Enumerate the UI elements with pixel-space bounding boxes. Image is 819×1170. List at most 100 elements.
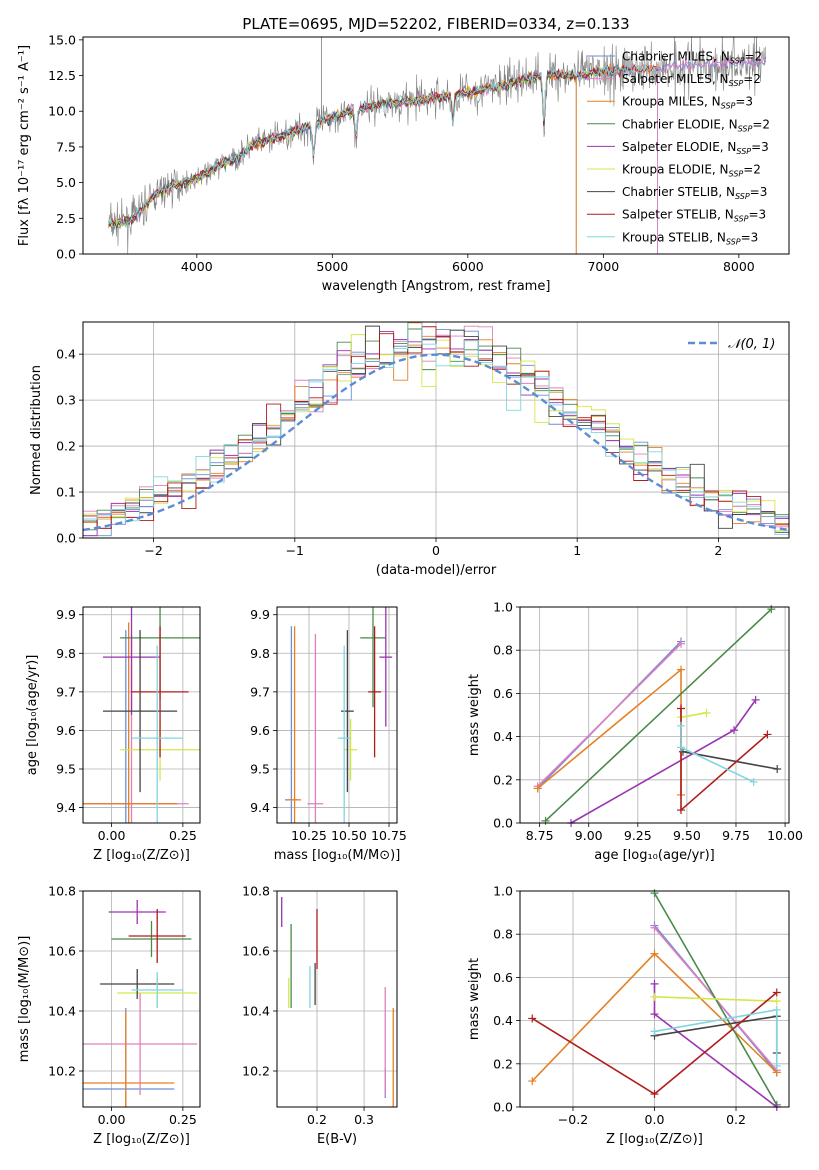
y-axis-label: Flux [fλ 10⁻¹⁷ erg cm⁻² s⁻¹ A⁻¹]: [17, 45, 32, 246]
massweight-point-marker: [650, 949, 659, 958]
legend-entry: Chabrier ELODIE, NSSP=2: [622, 117, 770, 133]
legend-value: =2: [744, 50, 762, 64]
x-tick-label: −1: [286, 543, 304, 558]
residual-histogram-step: [83, 326, 789, 529]
x-axis-label: mass [log₁₀(M/M⊙)]: [274, 848, 401, 863]
x-tick-label: 1: [573, 543, 581, 558]
x-tick-label: −0.2: [558, 1112, 588, 1127]
histogram-steps: [83, 322, 789, 537]
y-tick-label: 10.8: [242, 884, 270, 899]
y-tick-label: 0.4: [493, 1013, 513, 1028]
legend-label: Kroupa MILES, N: [622, 95, 721, 109]
massweight-point-marker: [650, 1010, 659, 1019]
legend-value: =2: [743, 163, 761, 177]
legend-entry: Chabrier MILES, NSSP=2: [622, 50, 762, 66]
y-tick-label: 10.6: [48, 944, 76, 959]
y-tick-label: 9.8: [56, 646, 76, 661]
y-tick-label: 0.0: [493, 816, 513, 831]
legend-subscript: SSP: [738, 124, 753, 133]
massweight-series-line: [537, 643, 682, 787]
y-tick-label: 9.6: [250, 723, 270, 738]
x-axis-label: wavelength [Angstrom, rest frame]: [322, 279, 551, 294]
legend-value: =2: [752, 117, 770, 131]
legend-subscript: SSP: [721, 102, 736, 111]
y-tick-label: 10.6: [242, 944, 270, 959]
legend-label: Chabrier STELIB, N: [622, 185, 735, 199]
massweight-point-marker: [541, 816, 550, 825]
spectrum-lines: [108, 37, 767, 254]
legend-label: Chabrier ELODIE, N: [622, 117, 738, 131]
massweight-point-marker: [650, 889, 659, 898]
x-axis-label: Z [log₁₀(Z/Z⊙)]: [93, 1132, 190, 1147]
massweight-point-marker: [772, 997, 781, 1006]
massweight-point-marker: [650, 992, 659, 1001]
axes-frame: [519, 606, 790, 824]
y-tick-label: 10.2: [242, 1064, 270, 1079]
y-tick-label: 9.8: [250, 646, 270, 661]
y-tick-label: 10.0: [48, 104, 76, 119]
legend-entry: Kroupa ELODIE, NSSP=2: [622, 163, 761, 179]
errorbar-markers: [281, 897, 394, 1107]
legend-entry: Kroupa STELIB, NSSP=3: [622, 230, 758, 246]
y-tick-label: 0.0: [56, 531, 76, 546]
y-tick-label: 10.2: [48, 1064, 76, 1079]
x-tick-label: 9.50: [673, 828, 701, 843]
y-tick-label: 10.8: [48, 884, 76, 899]
y-tick-label: 0.6: [493, 686, 513, 701]
massweight-point-marker: [528, 1014, 537, 1023]
y-tick-label: 9.7: [250, 684, 270, 699]
legend-label: Kroupa STELIB, N: [622, 230, 726, 244]
y-tick-label: 0.2: [56, 439, 76, 454]
x-tick-label: 0.2: [726, 1112, 746, 1127]
legend-value: =3: [735, 95, 753, 109]
errorbar-markers: [285, 607, 393, 823]
massweight-point-marker: [533, 784, 542, 793]
massweight-point-marker: [677, 639, 686, 648]
y-tick-label: 9.7: [56, 684, 76, 699]
age-vs-metallicity-panel: 0.00 0.25 9.4 9.5 9.6 9.7 9.8 9.9 Z [log₁₀(Z/Z⊙)…: [25, 606, 201, 863]
legend-subscript: SSP: [734, 215, 749, 224]
x-tick-label: 0.3: [354, 1112, 374, 1127]
x-axis-label: age [log₁₀(age/yr)]: [594, 848, 715, 863]
y-tick-label: 7.5: [56, 139, 76, 154]
mass-vs-ebv-panel: 0.2 0.3 10.2 10.4 10.6 10.8 E(B-V): [242, 884, 398, 1147]
legend-label: Salpeter ELODIE, N: [622, 140, 736, 154]
residuals-panel: −2 −1 0 1 2 0.0 0.1 0.2 0.3 0.4 (data-model)/error…: [29, 321, 790, 578]
legend-value: =3: [748, 208, 766, 222]
massweight-point-marker: [677, 721, 686, 730]
y-tick-label: 0.2: [493, 1056, 513, 1071]
y-tick-label: 0.8: [493, 927, 513, 942]
errorbar-markers: [83, 607, 200, 823]
legend-subscript: SSP: [735, 192, 750, 201]
y-tick-label: 9.4: [56, 800, 76, 815]
x-tick-label: 0: [432, 543, 440, 558]
y-tick-label: 9.9: [250, 607, 270, 622]
axes-frame: [82, 321, 790, 539]
x-tick-label: 10.00: [767, 828, 803, 843]
y-tick-label: 9.9: [56, 607, 76, 622]
legend-subscript: SSP: [729, 79, 744, 88]
y-tick-label: 9.5: [250, 762, 270, 777]
y-axis-label: age [log₁₀(age/yr)]: [25, 655, 40, 776]
legend-value: =2: [743, 72, 761, 86]
x-axis-label: E(B-V): [317, 1132, 357, 1147]
legend-label: Chabrier MILES, N: [622, 50, 730, 64]
x-tick-label: 8000: [723, 259, 755, 274]
spectrum-panel: 4000 5000 6000 7000 8000 0.0 2.5 5.0 7.5 10.0 12.5…: [17, 32, 790, 294]
massweight-point-marker: [677, 806, 686, 815]
legend-label: Kroupa ELODIE, N: [622, 163, 729, 177]
x-tick-label: 8.75: [526, 828, 554, 843]
massweight-point-marker: [763, 730, 772, 739]
massweight-point-marker: [650, 923, 659, 932]
axes-frame: [82, 890, 201, 1108]
massweight-point-marker: [730, 726, 739, 735]
massweight-point-marker: [528, 1077, 537, 1086]
y-tick-label: 0.6: [493, 970, 513, 985]
age-vs-mass-panel: 10.25 10.50 10.75 9.4 9.5 9.6 9.7 9.8 9.9 mass [l…: [250, 606, 407, 863]
axes-frame: [82, 606, 201, 824]
y-tick-label: 1.0: [493, 884, 513, 899]
y-axis-label: mass [log₁₀(M/M⊙)]: [17, 936, 32, 1063]
massweight-point-marker: [650, 979, 659, 988]
